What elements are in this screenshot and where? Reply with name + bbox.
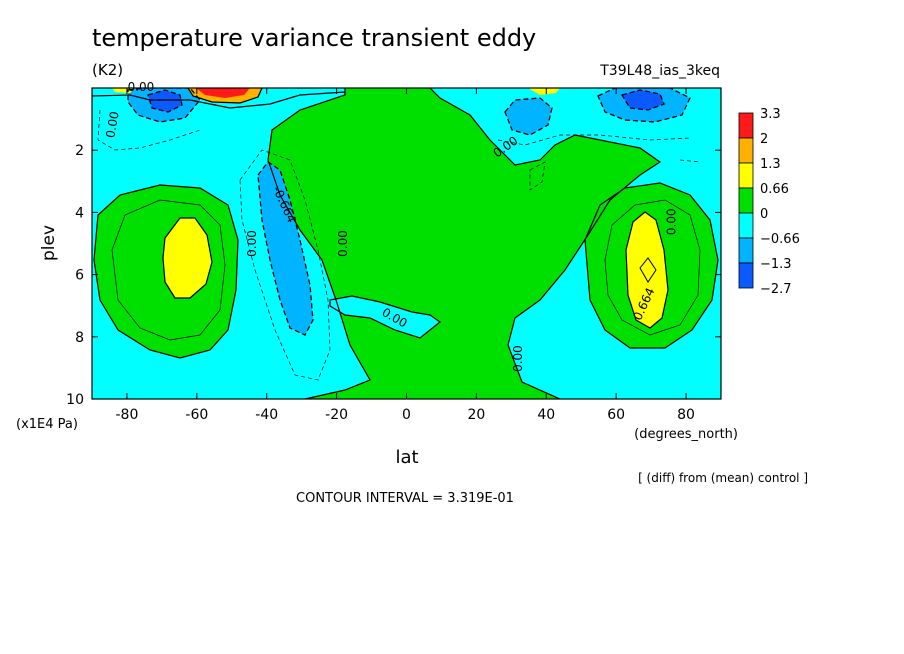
x-tick-label: -40 (255, 407, 278, 423)
colorbar-label: 0 (760, 207, 768, 222)
x-tick-label: -80 (116, 407, 139, 423)
contour-lines-dashed-thin (97, 109, 701, 381)
y-axis-units: (x1E4 Pa) (16, 417, 78, 432)
contour-lines-thin (111, 199, 701, 341)
contour-label: 0.00 (336, 230, 350, 257)
y-tick-label: 8 (75, 330, 84, 346)
colorbar-swatch (738, 212, 754, 239)
chart-title: temperature variance transient eddy (92, 24, 536, 52)
colorbar-swatch (738, 237, 754, 264)
x-axis: -80 -60 -40 -20 0 20 40 60 80 (116, 88, 695, 423)
colorbar: 3.3 2 1.3 0.66 0 −0.66 −1.3 −2.7 (738, 107, 800, 297)
x-tick-label: -20 (325, 407, 348, 423)
region-yellow-left (163, 218, 212, 298)
y-tick-label: 4 (75, 205, 84, 221)
region-yellow-top-mid (528, 88, 560, 95)
colorbar-swatch (738, 262, 754, 289)
region-neg-mid (330, 296, 440, 338)
contour-interval-text: CONTOUR INTERVAL = 3.319E-01 (296, 491, 514, 506)
colorbar-label: 0.66 (760, 182, 789, 197)
footer-note: [ (diff) from (mean) control ] (638, 471, 808, 485)
contour-lines (92, 88, 719, 399)
region-darkblue-top-left (148, 90, 182, 112)
colorbar-swatch (738, 162, 754, 189)
colorbar-label: 1.3 (760, 157, 781, 172)
colorbar-label: −0.66 (760, 232, 800, 247)
colorbar-label: 2 (760, 132, 768, 147)
colorbar-label: −1.3 (760, 257, 792, 272)
y-axis-label: plev (39, 225, 59, 261)
region-yellow-right (626, 212, 668, 328)
run-label: T39L48_ias_3keq (599, 63, 720, 79)
contour-label: 0.00 (245, 230, 259, 257)
colorbar-swatch (738, 112, 754, 139)
y-tick-label: 10 (66, 392, 84, 408)
x-axis-label: lat (395, 447, 418, 468)
y-tick-label: 6 (75, 268, 84, 284)
colorbar-swatch (738, 187, 754, 214)
y-axis: 2 4 6 8 10 (66, 143, 721, 408)
x-tick-label: 0 (402, 407, 411, 423)
units-label: (K2) (92, 61, 123, 79)
x-tick-label: 40 (537, 407, 555, 423)
region-blue-tongue (258, 162, 313, 335)
x-tick-label: 20 (467, 407, 485, 423)
plot-area (92, 88, 721, 399)
contour-label: 0.00 (511, 345, 525, 372)
contour-lines-dashed (127, 88, 691, 336)
region-red-top (196, 88, 250, 98)
x-axis-units: (degrees_north) (634, 427, 738, 442)
region-blue-top-mid (505, 98, 552, 135)
colorbar-swatch (738, 137, 754, 164)
y-tick-label: 2 (75, 143, 84, 159)
region-darkblue-top-right (622, 90, 664, 110)
x-tick-label: 80 (677, 407, 695, 423)
colorbar-label: −2.7 (760, 282, 792, 297)
contour-label: 0.00 (128, 80, 155, 94)
colorbar-label: 3.3 (760, 107, 781, 122)
x-tick-label: 60 (607, 407, 625, 423)
contour-label: 0.00 (103, 110, 121, 139)
x-tick-label: -60 (185, 407, 208, 423)
contour-label: 0.00 (665, 208, 679, 235)
